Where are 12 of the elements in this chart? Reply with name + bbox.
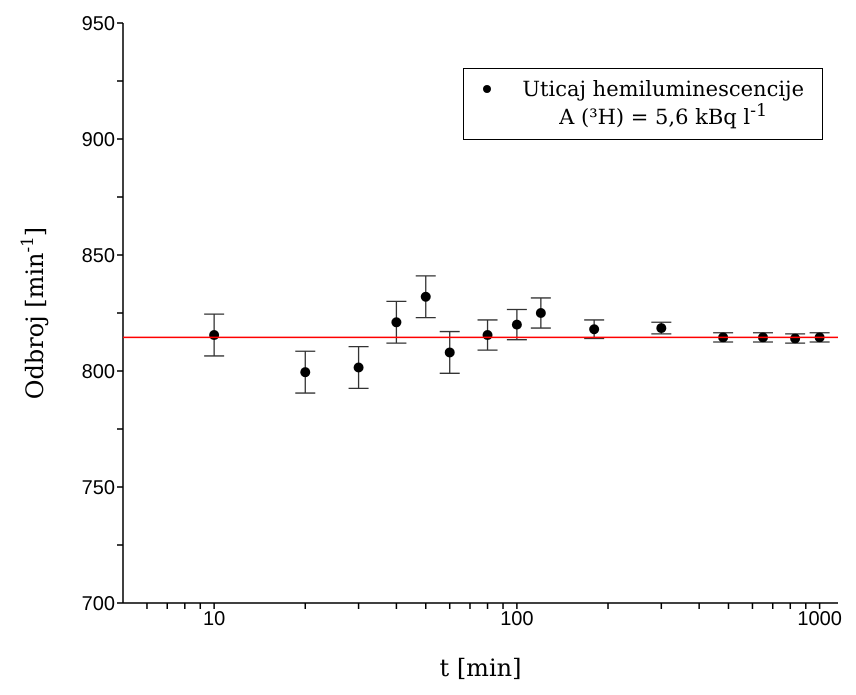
y-tick-label: 950 xyxy=(82,13,115,36)
legend-label: Uticaj hemiluminescencije xyxy=(522,77,804,101)
x-tick-label: 10 xyxy=(203,608,226,630)
y-tick-label: 850 xyxy=(82,245,115,268)
x-axis-title: t [min] xyxy=(440,654,522,682)
y-tick-label: 900 xyxy=(82,129,115,152)
x-tick-label: 1000 xyxy=(797,608,842,630)
y-tick-label: 750 xyxy=(82,477,115,500)
x-tick-label: 100 xyxy=(500,608,534,630)
y-tick-label: 800 xyxy=(82,361,115,384)
annotation: A (³H) = 5,6 kBq l$^{-1}$ xyxy=(559,101,768,129)
y-tick-label: 700 xyxy=(82,593,115,616)
